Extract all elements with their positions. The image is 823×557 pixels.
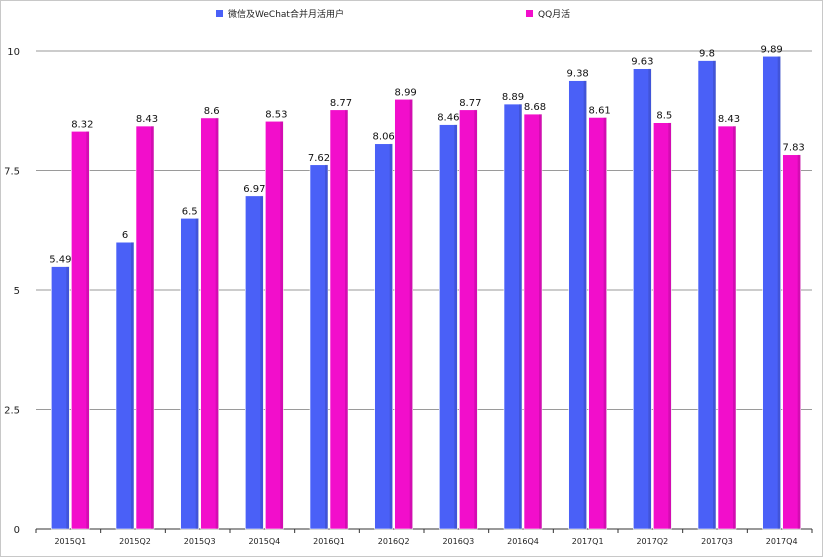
bar-qq: [653, 122, 672, 530]
y-tick-label: 0: [14, 525, 20, 536]
bar-shade: [195, 218, 199, 530]
data-label-qq: 8.6: [204, 106, 220, 117]
data-label-wechat: 8.46: [437, 113, 459, 124]
data-label-wechat: 9.38: [567, 69, 589, 80]
bar-qq: [394, 98, 413, 530]
data-label-qq: 8.43: [718, 114, 740, 125]
bar-wechat: [51, 266, 70, 530]
data-labels: 5.49 8.32 6 8.43 6.5 8.6 6.97 8.53 7.62 8.77 8.06 8…: [49, 44, 805, 265]
bar-wechat: [633, 68, 652, 530]
data-label-qq: 8.61: [589, 105, 611, 116]
bar-qq: [588, 117, 607, 530]
bar-shade: [260, 195, 264, 530]
data-label-qq: 8.68: [524, 102, 546, 113]
data-label-qq: 8.53: [265, 109, 287, 120]
x-tick-label: 2015Q2: [119, 537, 151, 546]
y-tick-label: 7.5: [4, 167, 20, 178]
x-tick-label: 2017Q4: [766, 537, 798, 546]
data-label-qq: 8.5: [656, 111, 672, 122]
bar-qq: [265, 120, 284, 530]
data-label-qq: 8.43: [136, 114, 158, 125]
bar-qq: [782, 154, 801, 530]
bar-shade: [519, 104, 522, 530]
bar-shade: [583, 80, 587, 530]
data-label-wechat: 6.97: [243, 184, 265, 195]
x-tick-label: 2015Q3: [184, 537, 216, 546]
data-label-qq: 8.99: [395, 87, 417, 98]
y-axis-ticks: 0 2.5 5 7.5 10: [4, 47, 20, 536]
bar-shade: [648, 68, 652, 529]
bar-shade: [474, 109, 478, 529]
bars: [51, 55, 801, 530]
bar-wechat: [568, 80, 587, 530]
data-label-wechat: 6.5: [182, 206, 198, 217]
bar-wechat: [245, 195, 264, 530]
x-tick-label: 2016Q4: [507, 537, 539, 546]
bar-wechat: [762, 55, 781, 530]
x-tick-label: 2017Q3: [701, 537, 733, 546]
bar-qq: [135, 125, 155, 530]
bar-wechat: [697, 60, 717, 530]
data-label-qq: 8.32: [71, 119, 93, 130]
bar-qq: [200, 117, 219, 530]
bar-shade: [603, 117, 607, 529]
data-label-wechat: 7.62: [308, 153, 330, 164]
x-tick-label: 2017Q1: [572, 537, 604, 546]
bar-qq: [329, 109, 349, 530]
data-label-wechat: 5.49: [49, 255, 71, 266]
bar-shade: [777, 56, 781, 530]
bar-wechat: [503, 103, 523, 530]
legend: 微信及WeChat合并月活用户 QQ月活: [216, 8, 570, 20]
bar-wechat: [439, 124, 458, 530]
data-label-qq: 8.77: [330, 98, 352, 109]
y-tick-label: 5: [14, 286, 20, 297]
bar-shade: [797, 154, 801, 529]
data-label-qq: 8.77: [459, 98, 481, 109]
bar-qq: [717, 125, 737, 530]
bar-shade: [713, 60, 716, 530]
x-tick-label: 2016Q3: [442, 537, 474, 546]
bar-qq: [71, 131, 90, 530]
bar-wechat: [180, 218, 199, 530]
bar-shade: [151, 126, 154, 530]
bar-shade: [66, 266, 70, 529]
bar-shade: [325, 164, 328, 529]
bar-shade: [733, 126, 736, 530]
bar-shade: [668, 122, 672, 529]
y-tick-label: 2.5: [4, 406, 20, 417]
bar-shade: [539, 114, 542, 529]
bar-qq: [459, 109, 478, 530]
data-label-wechat: 9.63: [631, 57, 653, 68]
bar-shade: [131, 242, 134, 529]
bar-wechat: [115, 241, 135, 530]
bar-shade: [280, 121, 284, 530]
bar-shade: [215, 117, 219, 530]
legend-label-wechat: 微信及WeChat合并月活用户: [228, 8, 344, 20]
data-label-wechat: 8.06: [373, 132, 395, 143]
x-tick-label: 2016Q1: [313, 537, 345, 546]
bar-shade: [389, 143, 393, 529]
x-tick-label: 2016Q2: [378, 537, 410, 546]
bar-wechat: [309, 164, 329, 530]
x-tick-label: 2015Q1: [54, 537, 86, 546]
bar-shade: [345, 109, 348, 529]
x-axis-ticks: 2015Q1 2015Q2 2015Q3 2015Q4 2016Q1 2016Q2 2016…: [35, 529, 813, 546]
bar-wechat: [374, 143, 393, 530]
data-label-wechat: 8.89: [502, 92, 524, 103]
bar-shade: [86, 131, 90, 529]
legend-swatch-qq: [526, 10, 533, 17]
bar-qq: [523, 113, 543, 530]
x-tick-label: 2015Q4: [248, 537, 280, 546]
bar-shade: [409, 99, 413, 529]
legend-label-qq: QQ月活: [538, 8, 570, 20]
data-label-wechat: 6: [122, 230, 128, 241]
y-tick-label: 10: [7, 47, 20, 58]
data-label-wechat: 9.8: [699, 49, 715, 60]
legend-swatch-wechat: [216, 10, 223, 17]
data-label-wechat: 9.89: [761, 44, 783, 55]
bar-shade: [454, 124, 458, 529]
x-tick-label: 2017Q2: [636, 537, 668, 546]
data-label-qq: 7.83: [783, 143, 805, 154]
